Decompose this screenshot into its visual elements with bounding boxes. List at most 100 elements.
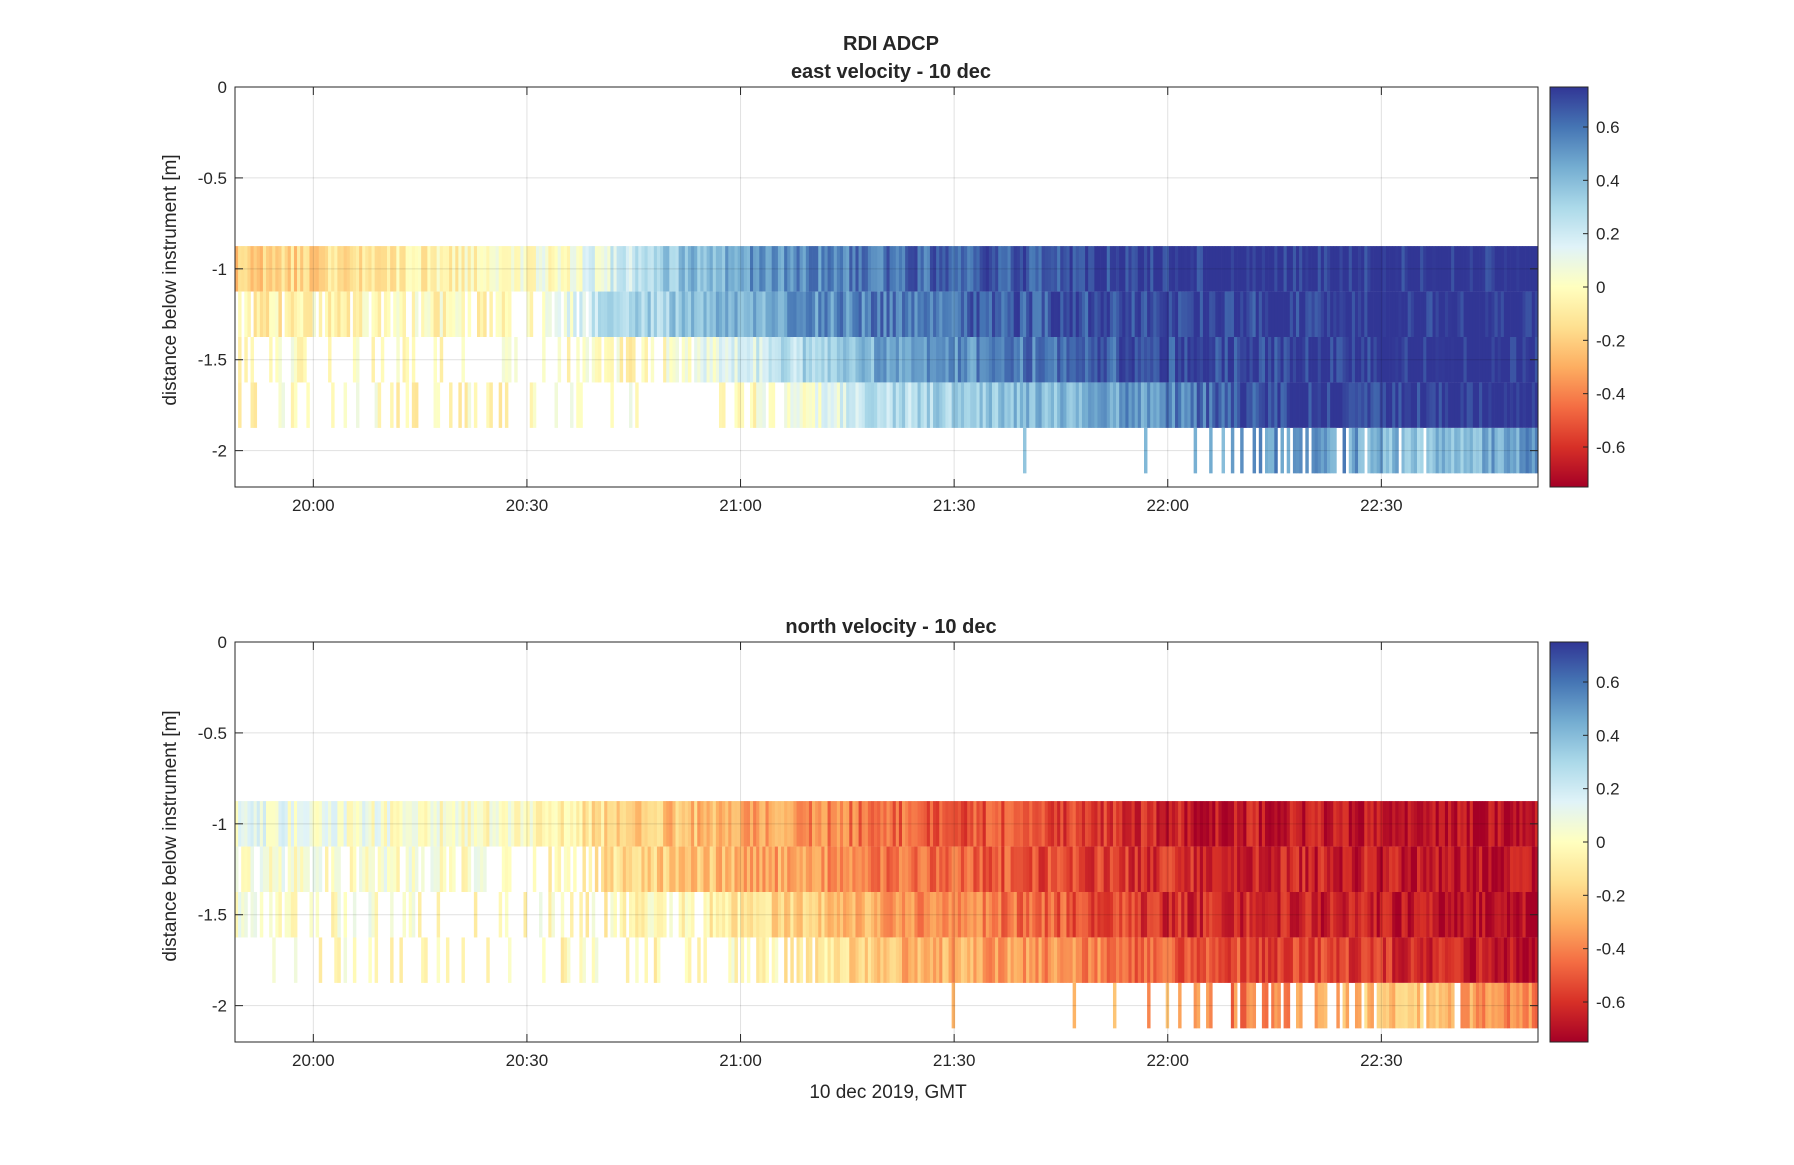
heatmap-cell <box>933 382 937 428</box>
heatmap-cell <box>870 801 875 847</box>
heatmap-cell <box>1171 892 1176 938</box>
heatmap-cell <box>1106 801 1111 847</box>
heatmap-cell <box>1144 937 1148 983</box>
heatmap-cell <box>340 801 344 847</box>
heatmap-cell <box>995 846 999 892</box>
heatmap-cell <box>1153 382 1157 428</box>
heatmap-cell <box>1271 246 1275 292</box>
heatmap-cell <box>1190 846 1194 892</box>
heatmap-cell <box>1448 846 1452 892</box>
heatmap-cell <box>666 246 670 292</box>
heatmap-cell <box>920 892 925 938</box>
heatmap-cell <box>886 937 890 983</box>
heatmap-cell <box>1336 937 1340 983</box>
heatmap-cell <box>1500 382 1505 428</box>
heatmap-cell <box>1125 246 1129 292</box>
heatmap-cell <box>812 337 816 383</box>
heatmap-cell <box>504 291 509 337</box>
heatmap-cell <box>731 246 735 292</box>
heatmap-cell <box>1500 291 1505 337</box>
heatmap-cell <box>1178 291 1182 337</box>
heatmap-cell <box>312 246 317 292</box>
colorbar-gradient <box>1549 641 1589 1043</box>
heatmap-cell <box>892 291 897 337</box>
heatmap-cell <box>1426 382 1430 428</box>
heatmap-cell <box>1122 291 1126 337</box>
heatmap-cell <box>1519 982 1523 1029</box>
heatmap-cell <box>501 846 506 892</box>
heatmap-cell <box>1116 382 1120 428</box>
heatmap-cell <box>318 937 323 983</box>
heatmap-cell <box>1184 337 1188 383</box>
heatmap-cell <box>1258 382 1263 428</box>
heatmap-cell <box>998 291 1002 337</box>
heatmap-cell <box>1038 382 1042 428</box>
heatmap-cell <box>796 246 800 292</box>
heatmap-cell <box>1407 892 1412 938</box>
heatmap-cell <box>1075 337 1080 383</box>
heatmap-cell <box>1364 801 1368 847</box>
heatmap-cell <box>1382 382 1387 428</box>
heatmap-cell <box>1330 382 1334 428</box>
heatmap-cell <box>1392 892 1396 938</box>
heatmap-cell <box>411 246 416 292</box>
heatmap-cell <box>1379 846 1384 892</box>
heatmap-cell <box>399 246 403 292</box>
heatmap-cell <box>473 246 478 292</box>
heatmap-cell <box>1413 337 1418 383</box>
heatmap-cell <box>756 846 760 892</box>
colorbar: 0.60.40.20-0.2-0.4-0.6 <box>1549 86 1625 488</box>
heatmap-cell <box>1057 291 1061 337</box>
heatmap-cell <box>908 382 912 428</box>
heatmap-cell <box>923 337 928 383</box>
heatmap-cell <box>790 801 794 847</box>
heatmap-cell <box>1178 801 1182 847</box>
heatmap-cell <box>566 337 571 383</box>
heatmap-cell <box>982 937 987 983</box>
heatmap-cell <box>985 801 990 847</box>
heatmap-cell <box>911 382 915 428</box>
heatmap-cell <box>594 937 599 983</box>
heatmap-cell <box>374 801 379 847</box>
heatmap-cell <box>591 937 596 983</box>
heatmap-cell <box>967 846 971 892</box>
heatmap-cell <box>1472 337 1477 383</box>
heatmap-cell <box>1131 291 1136 337</box>
colorbar-tick-label: 0.4 <box>1596 726 1620 745</box>
heatmap-cell <box>1112 291 1117 337</box>
heatmap-cell <box>1156 291 1160 337</box>
heatmap-cell <box>684 937 689 983</box>
heatmap-cell <box>812 892 816 938</box>
heatmap-cell <box>362 291 366 337</box>
panel-title: north velocity - 10 dec <box>785 616 996 638</box>
heatmap-cell <box>1119 892 1123 938</box>
heatmap-cell <box>306 382 310 428</box>
heatmap-cell <box>393 846 397 892</box>
heatmap-cell <box>1137 846 1142 892</box>
heatmap-cell <box>1032 246 1036 292</box>
heatmap-cell <box>250 337 254 383</box>
heatmap-cell <box>1454 246 1458 292</box>
heatmap-cell <box>979 846 984 892</box>
heatmap-cell <box>1426 291 1430 337</box>
heatmap-cell <box>1277 382 1281 428</box>
heatmap-cell <box>768 246 773 292</box>
heatmap-cell <box>700 291 704 337</box>
heatmap-cell <box>855 382 859 428</box>
heatmap-cell <box>1196 846 1201 892</box>
heatmap-cell <box>501 801 506 847</box>
heatmap-cell <box>839 246 844 292</box>
heatmap-cell <box>1302 246 1306 292</box>
heatmap-cell <box>1010 246 1015 292</box>
heatmap-cell <box>1491 337 1495 383</box>
heatmap-cell <box>1451 937 1455 983</box>
heatmap-cell <box>1010 291 1015 337</box>
heatmap-cell <box>805 291 810 337</box>
heatmap-cell <box>582 291 586 337</box>
heatmap-cell <box>390 246 394 292</box>
heatmap-cell <box>535 246 540 292</box>
heatmap-cell <box>687 892 692 938</box>
heatmap-cell <box>1218 846 1222 892</box>
heatmap-cell <box>1016 801 1021 847</box>
heatmap-cell <box>1218 291 1222 337</box>
